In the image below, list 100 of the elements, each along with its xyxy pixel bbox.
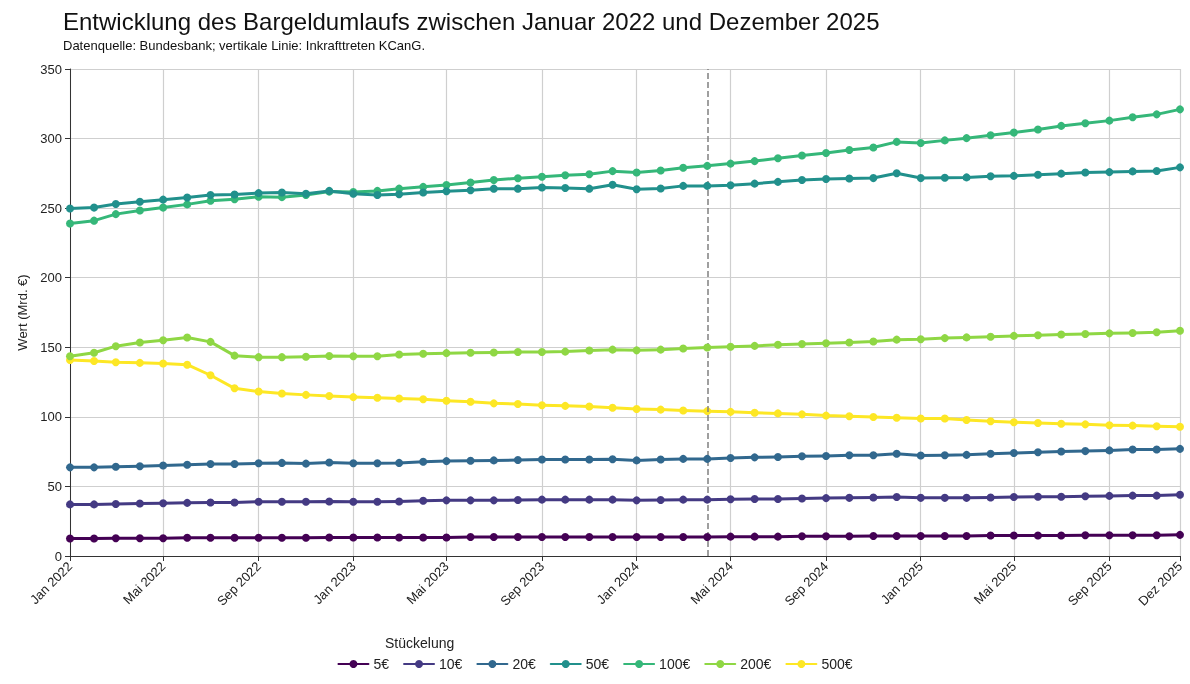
point [986,493,995,502]
point [183,333,192,342]
point [1176,444,1184,453]
y-tick-label: 0 [54,548,62,564]
point [90,216,99,225]
point [1176,422,1184,431]
point [1081,330,1090,339]
point [206,498,215,507]
point [395,190,404,199]
point [726,342,735,351]
point [301,497,310,506]
point [773,532,782,541]
point [489,184,498,193]
point [656,184,665,193]
point [632,168,641,177]
point [773,154,782,163]
point [159,195,168,204]
point [537,401,546,410]
point [585,495,594,504]
point [395,394,404,403]
point [66,463,74,472]
legend-title: Stückelung [385,635,455,651]
point [561,455,570,464]
point [726,454,735,463]
point [585,533,594,542]
point [442,396,451,405]
point [442,496,451,505]
point [1081,492,1090,501]
point [66,534,74,543]
point [254,497,263,506]
point [325,391,334,400]
point [585,184,594,193]
point [277,353,286,362]
point [111,210,120,219]
point [159,203,168,212]
point [679,532,688,541]
point [962,333,971,342]
point [1033,418,1042,427]
point [90,203,99,212]
point [986,131,995,140]
point [632,496,641,505]
point [845,451,854,460]
point [822,411,831,420]
point [916,174,925,183]
point [1057,330,1066,339]
point [892,137,901,146]
point [349,459,358,468]
point [892,531,901,540]
point [183,533,192,542]
point [1152,166,1161,175]
point [419,395,428,404]
point [656,455,665,464]
point [301,459,310,468]
point [537,348,546,357]
point [892,449,901,458]
point [206,460,215,469]
point [111,199,120,208]
point [797,494,806,503]
point [373,459,382,468]
point [986,172,995,181]
point [869,174,878,183]
point [869,337,878,346]
point [254,533,263,542]
point [513,455,522,464]
point [940,334,949,343]
point [111,342,120,351]
point [750,453,759,462]
point [1176,105,1184,114]
point [230,190,239,199]
point [703,161,712,170]
legend-label: 200€ [740,656,772,672]
point [1128,491,1137,500]
point [513,348,522,357]
point [561,183,570,192]
point [135,499,144,508]
point [111,499,120,508]
point [1057,419,1066,428]
point [561,347,570,356]
point [679,495,688,504]
point [395,458,404,467]
point [442,533,451,542]
point [750,532,759,541]
point [373,497,382,506]
point [395,533,404,542]
point [159,336,168,345]
point [111,534,120,543]
point [585,346,594,355]
y-tick-label: 50 [47,478,62,494]
point [1152,328,1161,337]
point [940,451,949,460]
point [892,335,901,344]
point [301,390,310,399]
point [1152,110,1161,119]
point [135,462,144,471]
point [206,190,215,199]
point [561,171,570,180]
point [822,339,831,348]
point [726,181,735,190]
point [962,531,971,540]
point [1105,421,1114,430]
